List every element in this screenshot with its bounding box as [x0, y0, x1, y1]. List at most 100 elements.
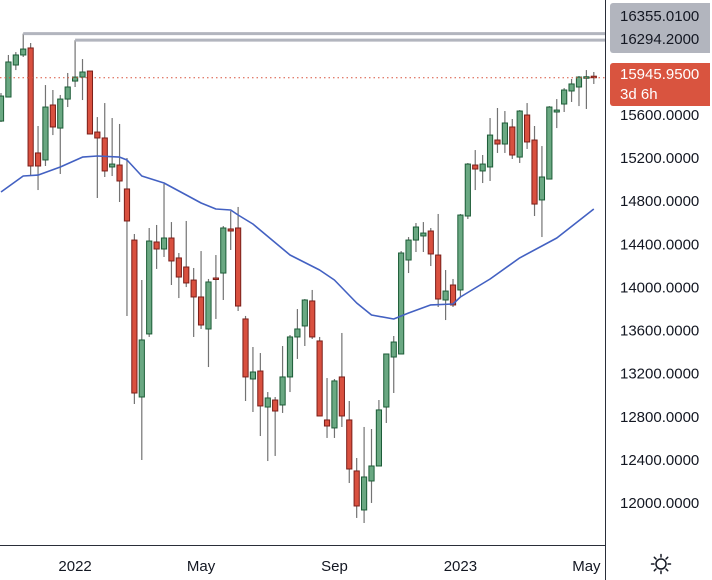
candle-body	[531, 139, 538, 205]
candle-body	[427, 230, 434, 255]
price-tick-label: 14000.0000	[620, 279, 699, 296]
candle-body	[168, 237, 175, 262]
candle-down	[227, 211, 234, 250]
candle-up	[583, 70, 590, 109]
candle-down	[190, 267, 197, 337]
candle-up	[464, 162, 471, 220]
candle-body	[516, 110, 523, 158]
candle-body	[442, 290, 449, 301]
candle-body	[590, 75, 597, 79]
candle-up	[12, 52, 19, 71]
candle-up	[146, 227, 153, 337]
candle-up	[398, 251, 405, 355]
candle-up	[538, 146, 546, 238]
candle-body	[116, 164, 123, 182]
candle-up	[568, 79, 575, 102]
candle-up	[553, 99, 560, 129]
candle-body	[472, 164, 479, 170]
candle-down	[449, 278, 457, 307]
candle-up	[575, 75, 583, 107]
candle-down	[168, 222, 175, 286]
price-tick-label: 14400.0000	[620, 236, 699, 253]
candle-down	[338, 332, 345, 427]
candle-body	[220, 227, 227, 274]
candle-body	[353, 470, 360, 507]
candle-down	[309, 289, 316, 340]
candle-down	[153, 224, 160, 269]
candle-body	[42, 106, 49, 161]
candle-body	[72, 76, 79, 82]
candle-down	[27, 43, 34, 177]
price-tick-label: 12000.0000	[620, 495, 699, 512]
candle-body	[435, 254, 442, 300]
last-price-badge: 15945.9500 3d 6h	[610, 63, 710, 106]
candle-body	[227, 228, 234, 232]
candle-up	[420, 222, 427, 253]
candle-down	[34, 126, 42, 191]
price-tick-label: 15200.0000	[620, 150, 699, 167]
candle-up	[546, 106, 553, 180]
candle-up	[516, 110, 523, 163]
candle-up	[412, 223, 420, 253]
candle-body	[123, 188, 131, 222]
hline-label-high: 16355.0100	[620, 8, 700, 25]
candle-body	[146, 240, 153, 335]
candle-down	[101, 103, 108, 177]
candle-up	[486, 118, 494, 181]
candle-body	[375, 409, 383, 467]
candle-body	[368, 465, 375, 482]
candle-body	[57, 98, 64, 129]
candle-down	[123, 158, 131, 317]
candle-up	[442, 270, 449, 321]
candle-down	[472, 150, 479, 191]
time-tick-label: May	[187, 558, 216, 575]
candle-body	[449, 284, 457, 306]
candle-body	[575, 76, 583, 88]
candle-body	[264, 397, 271, 408]
candle-body	[64, 86, 71, 100]
candle-body	[301, 299, 308, 327]
candle-down	[353, 458, 360, 518]
candle-down	[590, 72, 597, 84]
candle-up	[390, 335, 397, 394]
candle-up	[501, 111, 508, 153]
candle-down	[346, 400, 353, 484]
candle-body	[242, 318, 249, 378]
candle-body	[0, 95, 5, 122]
candle-down	[427, 227, 434, 267]
price-axis[interactable]: 12000.0000 12400.0000 12800.0000 13200.0000…	[620, 107, 699, 512]
candle-body	[412, 226, 420, 241]
candle-body	[457, 214, 464, 291]
candle-down	[49, 90, 56, 136]
sun-gear-icon[interactable]	[650, 553, 672, 575]
candle-body	[20, 48, 27, 56]
candle-up	[360, 426, 368, 524]
time-tick-label: 2022	[58, 558, 91, 575]
candle-down	[116, 123, 123, 203]
candle-body	[479, 163, 486, 172]
candle-down	[175, 252, 182, 299]
candle-up	[368, 429, 375, 503]
hline-label-second: 16294.2000	[620, 31, 700, 48]
candle-up	[561, 88, 568, 112]
candle-up	[249, 346, 257, 412]
price-tick-label: 13600.0000	[620, 323, 699, 340]
candle-up	[405, 237, 412, 274]
candle-body	[309, 300, 316, 338]
candle-up	[0, 93, 5, 123]
candle-body	[79, 71, 86, 78]
candle-down	[183, 220, 190, 288]
candle-body	[235, 227, 242, 307]
candle-body	[360, 476, 368, 511]
candle-body	[190, 279, 197, 298]
candle-body	[138, 339, 145, 398]
candle-body	[494, 139, 501, 145]
candle-body	[501, 122, 508, 145]
candle-up	[205, 278, 212, 368]
candle-down	[509, 119, 516, 159]
candle-body	[212, 277, 219, 280]
candle-body	[509, 126, 516, 156]
candle-down	[94, 117, 101, 199]
time-axis[interactable]: 2022 May Sep 2023 May	[58, 558, 601, 575]
